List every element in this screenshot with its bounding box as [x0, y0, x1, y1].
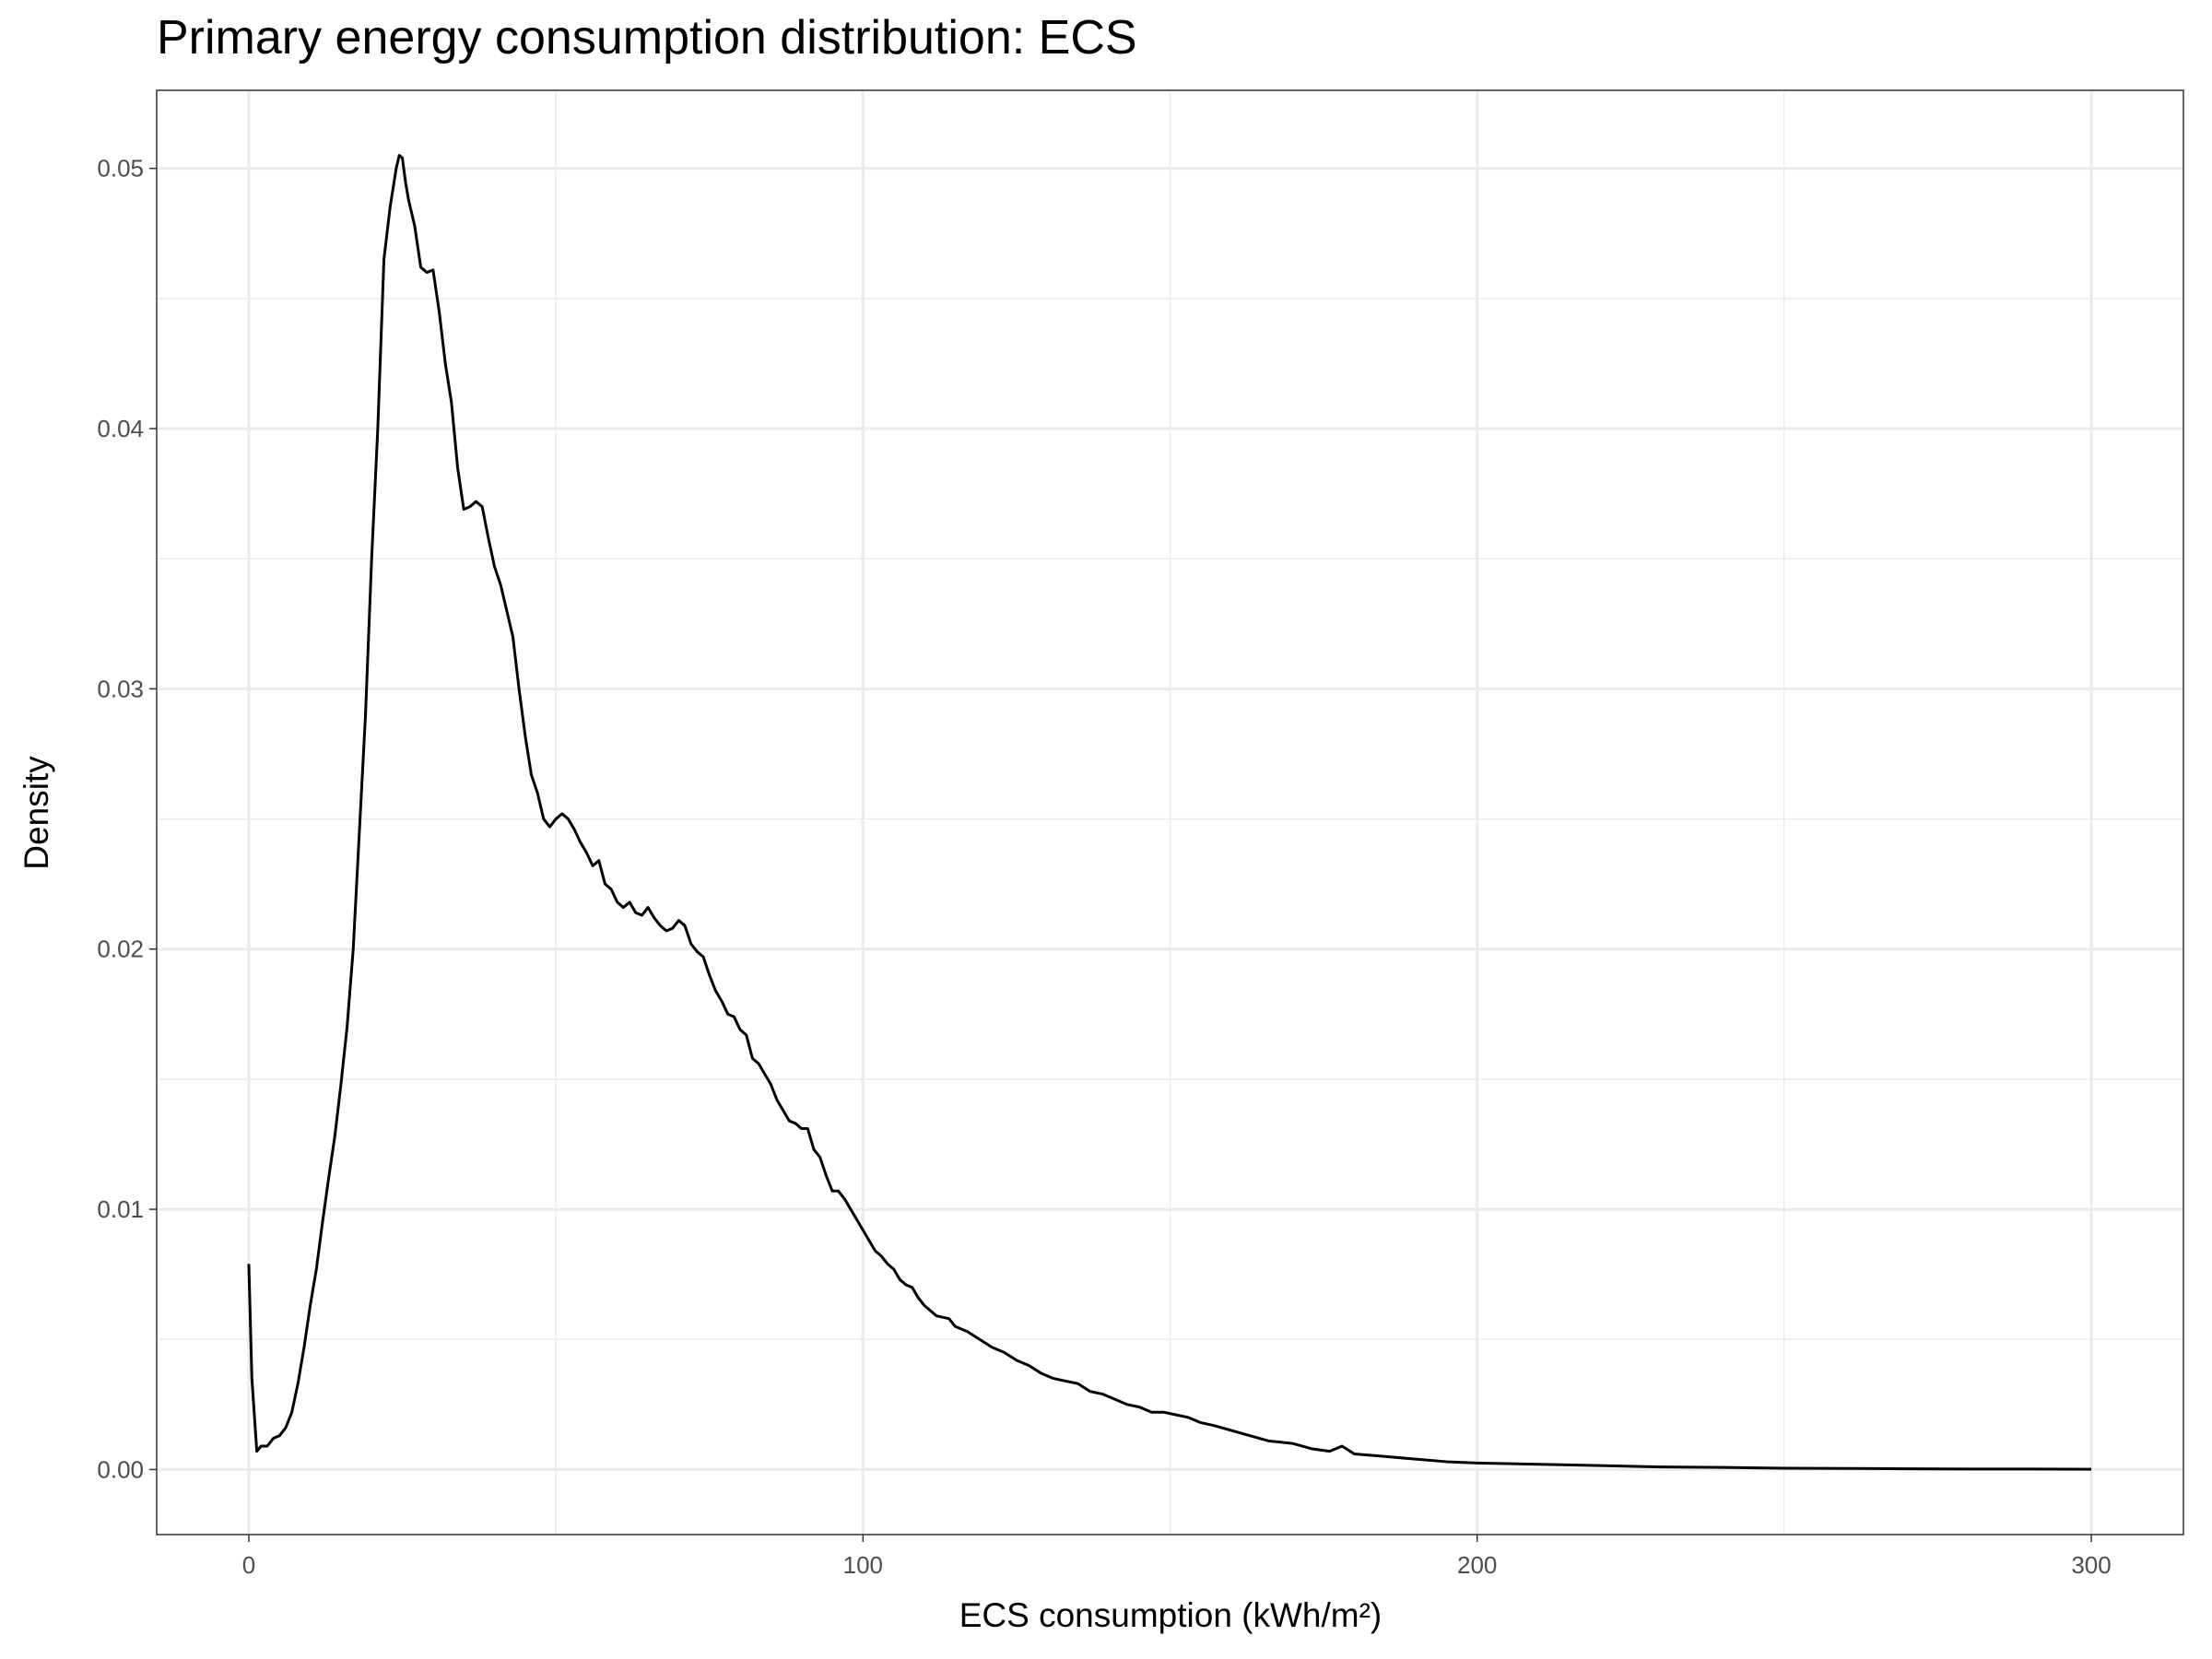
- y-tick-label: 0.03: [97, 675, 144, 702]
- x-axis-title: ECS consumption (kWh/m²): [959, 1596, 1382, 1634]
- y-tick-label: 0.05: [97, 155, 144, 182]
- y-tick-label: 0.04: [97, 415, 144, 442]
- density-line: [247, 154, 2092, 1471]
- y-tick-label: 0.02: [97, 935, 144, 963]
- y-axis-title: Density: [18, 756, 55, 870]
- x-tick-label: 0: [242, 1551, 255, 1579]
- panel-border: [156, 89, 2184, 1535]
- x-tick-label: 200: [1457, 1551, 1497, 1579]
- y-tick-label: 0.00: [97, 1455, 144, 1483]
- chart-title: Primary energy consumption distribution:…: [157, 11, 1137, 65]
- x-tick-label: 100: [843, 1551, 883, 1579]
- x-tick-label: 300: [2071, 1551, 2111, 1579]
- y-tick-label: 0.01: [97, 1195, 144, 1223]
